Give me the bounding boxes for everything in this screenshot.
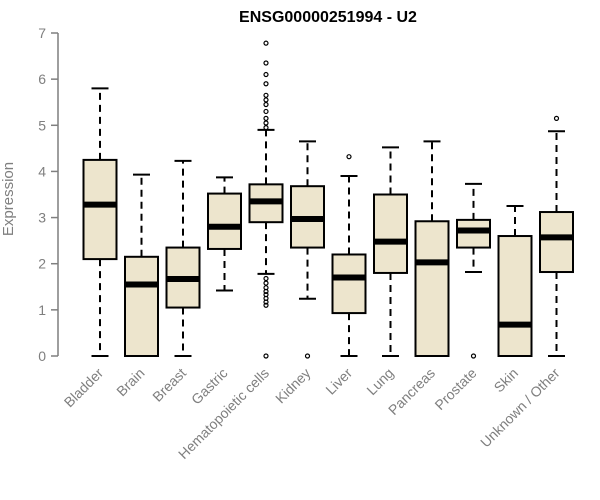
x-tick-label: Prostate	[431, 365, 479, 413]
y-tick-label: 0	[38, 348, 46, 364]
iqr-box	[207, 192, 242, 250]
x-tick-label: Bladder	[61, 365, 107, 411]
outlier-point	[263, 124, 269, 131]
outlier-point	[263, 120, 269, 126]
box-group	[456, 182, 491, 359]
outlier-point	[263, 115, 269, 121]
outlier-point	[263, 81, 269, 87]
iqr-box	[124, 255, 159, 357]
outlier-point	[263, 101, 269, 108]
y-axis: 0 1 2 3 4 5 6 7	[38, 25, 59, 364]
x-tick-label: Kidney	[272, 365, 314, 407]
outlier-point	[470, 353, 477, 359]
y-tick-label: 4	[38, 163, 46, 179]
box-group	[497, 205, 533, 357]
outlier-point	[263, 292, 269, 298]
box-group	[290, 140, 325, 359]
box-group	[165, 159, 201, 357]
iqr-box	[497, 235, 533, 357]
outlier-point	[263, 275, 269, 282]
iqr-box	[414, 220, 450, 357]
chart-title: ENSG00000251994 - U2	[239, 9, 417, 26]
box-group	[248, 40, 284, 359]
x-tick-label: Unknown / Other	[477, 365, 563, 451]
outlier-point	[263, 302, 269, 308]
outlier-point	[263, 280, 269, 286]
box-group	[414, 140, 450, 357]
box-group	[373, 146, 408, 357]
x-tick-label: Lung	[363, 365, 396, 398]
outlier-point	[263, 71, 269, 78]
y-tick-label: 3	[38, 210, 46, 226]
outlier-point	[263, 60, 269, 66]
outlier-point	[304, 353, 311, 359]
y-tick-label: 7	[38, 25, 46, 41]
outlier-point	[346, 154, 352, 160]
iqr-box	[82, 158, 118, 261]
y-tick-label: 1	[38, 302, 46, 318]
box-group	[331, 154, 367, 357]
outlier-point	[263, 92, 269, 98]
outlier-point	[263, 285, 269, 291]
y-tick-label: 5	[38, 117, 46, 133]
iqr-box	[373, 193, 408, 274]
x-tick-label: Liver	[322, 365, 355, 398]
x-tick-label: Breast	[149, 365, 189, 405]
iqr-box	[456, 218, 491, 249]
box-group	[539, 115, 574, 357]
box-group	[207, 176, 242, 292]
box-group	[82, 87, 118, 357]
x-tick-label: Brain	[113, 365, 147, 399]
y-axis-label: Expression	[0, 162, 17, 236]
outlier-point	[263, 353, 269, 359]
outlier-point	[263, 40, 269, 46]
iqr-box	[539, 211, 574, 274]
box-group	[124, 173, 159, 357]
x-tick-label: Skin	[491, 365, 522, 396]
y-tick-label: 6	[38, 71, 46, 87]
iqr-box	[331, 253, 367, 315]
y-tick-label: 2	[38, 256, 46, 272]
outlier-point	[553, 115, 560, 121]
outlier-point	[263, 97, 269, 103]
outlier-point	[263, 108, 269, 115]
boxes-layer	[82, 40, 574, 359]
